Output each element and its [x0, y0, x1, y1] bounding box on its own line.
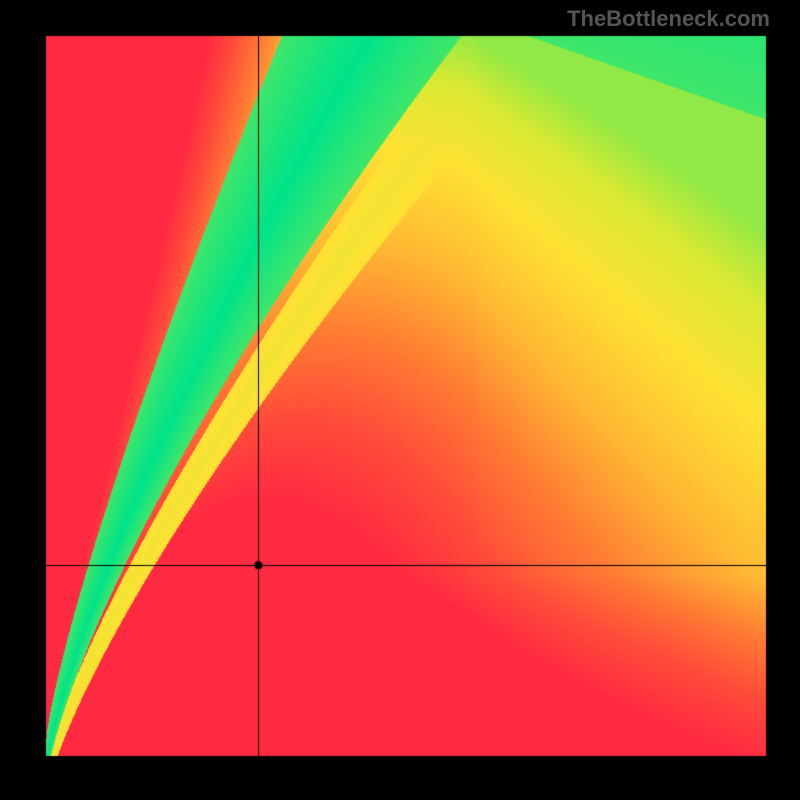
heatmap-canvas [0, 0, 800, 800]
watermark-text: TheBottleneck.com [567, 6, 770, 32]
chart-container: TheBottleneck.com [0, 0, 800, 800]
